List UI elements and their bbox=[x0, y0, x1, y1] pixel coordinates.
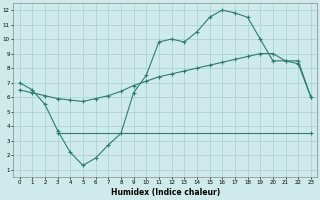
X-axis label: Humidex (Indice chaleur): Humidex (Indice chaleur) bbox=[111, 188, 220, 197]
